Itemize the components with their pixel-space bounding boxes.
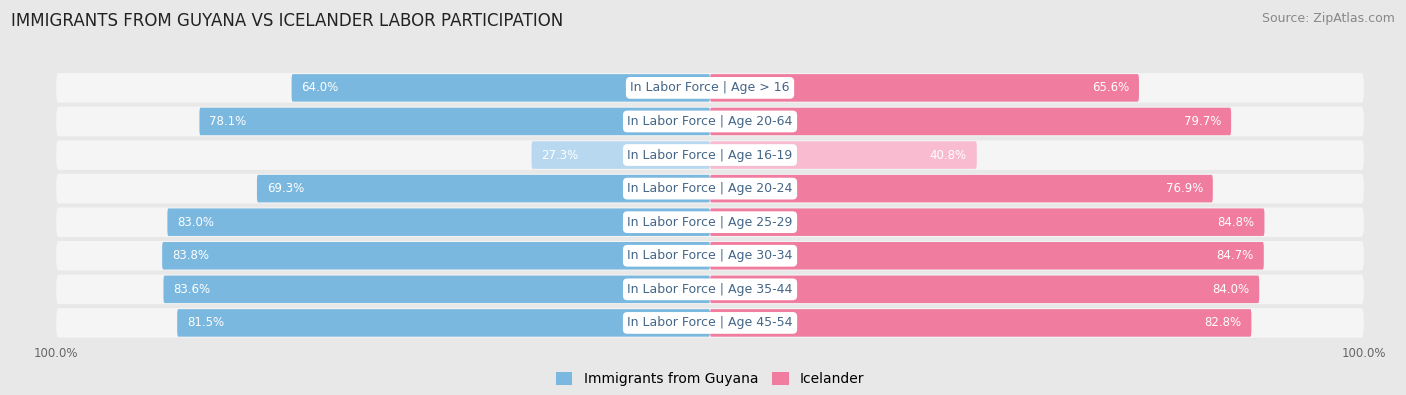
Text: 76.9%: 76.9%: [1166, 182, 1204, 195]
Legend: Immigrants from Guyana, Icelander: Immigrants from Guyana, Icelander: [550, 367, 870, 392]
Text: 69.3%: 69.3%: [267, 182, 304, 195]
FancyBboxPatch shape: [710, 276, 1260, 303]
FancyBboxPatch shape: [56, 308, 1364, 338]
FancyBboxPatch shape: [162, 242, 710, 269]
Text: 82.8%: 82.8%: [1205, 316, 1241, 329]
FancyBboxPatch shape: [710, 141, 977, 169]
FancyBboxPatch shape: [56, 174, 1364, 203]
Text: 81.5%: 81.5%: [187, 316, 224, 329]
Text: 83.8%: 83.8%: [172, 249, 209, 262]
FancyBboxPatch shape: [710, 108, 1232, 135]
Text: 79.7%: 79.7%: [1184, 115, 1222, 128]
FancyBboxPatch shape: [56, 73, 1364, 103]
Text: 83.0%: 83.0%: [177, 216, 214, 229]
FancyBboxPatch shape: [177, 309, 710, 337]
FancyBboxPatch shape: [56, 140, 1364, 170]
Text: In Labor Force | Age 30-34: In Labor Force | Age 30-34: [627, 249, 793, 262]
FancyBboxPatch shape: [56, 107, 1364, 136]
Text: 64.0%: 64.0%: [301, 81, 339, 94]
Text: 78.1%: 78.1%: [209, 115, 246, 128]
FancyBboxPatch shape: [56, 275, 1364, 304]
Text: In Labor Force | Age 16-19: In Labor Force | Age 16-19: [627, 149, 793, 162]
FancyBboxPatch shape: [163, 276, 710, 303]
Text: 84.8%: 84.8%: [1218, 216, 1254, 229]
FancyBboxPatch shape: [56, 207, 1364, 237]
Text: In Labor Force | Age 35-44: In Labor Force | Age 35-44: [627, 283, 793, 296]
FancyBboxPatch shape: [167, 209, 710, 236]
Text: 84.7%: 84.7%: [1216, 249, 1254, 262]
FancyBboxPatch shape: [710, 209, 1264, 236]
FancyBboxPatch shape: [200, 108, 710, 135]
FancyBboxPatch shape: [710, 309, 1251, 337]
Text: In Labor Force | Age 45-54: In Labor Force | Age 45-54: [627, 316, 793, 329]
Text: 27.3%: 27.3%: [541, 149, 579, 162]
Text: 40.8%: 40.8%: [929, 149, 967, 162]
Text: In Labor Force | Age 20-24: In Labor Force | Age 20-24: [627, 182, 793, 195]
FancyBboxPatch shape: [257, 175, 710, 202]
FancyBboxPatch shape: [710, 242, 1264, 269]
FancyBboxPatch shape: [710, 74, 1139, 102]
Text: In Labor Force | Age 25-29: In Labor Force | Age 25-29: [627, 216, 793, 229]
FancyBboxPatch shape: [56, 241, 1364, 271]
Text: Source: ZipAtlas.com: Source: ZipAtlas.com: [1261, 12, 1395, 25]
Text: IMMIGRANTS FROM GUYANA VS ICELANDER LABOR PARTICIPATION: IMMIGRANTS FROM GUYANA VS ICELANDER LABO…: [11, 12, 564, 30]
Text: In Labor Force | Age > 16: In Labor Force | Age > 16: [630, 81, 790, 94]
FancyBboxPatch shape: [710, 175, 1213, 202]
Text: 65.6%: 65.6%: [1092, 81, 1129, 94]
Text: 83.6%: 83.6%: [173, 283, 211, 296]
Text: In Labor Force | Age 20-64: In Labor Force | Age 20-64: [627, 115, 793, 128]
FancyBboxPatch shape: [291, 74, 710, 102]
Text: 84.0%: 84.0%: [1212, 283, 1250, 296]
FancyBboxPatch shape: [531, 141, 710, 169]
